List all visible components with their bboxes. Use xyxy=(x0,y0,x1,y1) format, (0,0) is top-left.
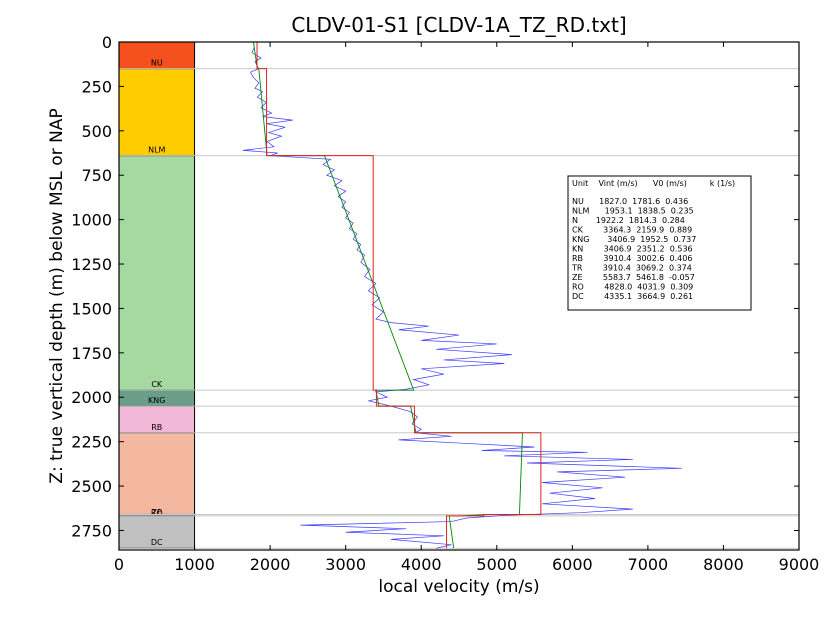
strat-unit-label: RO xyxy=(151,508,163,517)
y-tick-label: 2250 xyxy=(71,433,112,452)
table-row: TR 3910.4 3069.2 0.374 xyxy=(571,264,692,273)
x-tick-label: 4000 xyxy=(401,555,442,574)
strat-unit-label: CK xyxy=(151,380,163,389)
table-row: KN 3406.9 2351.2 0.536 xyxy=(572,245,693,254)
strat-unit xyxy=(118,432,196,515)
x-tick-label: 8000 xyxy=(703,555,744,574)
strat-unit-label: NLM xyxy=(148,146,165,155)
table-row: N 1922.2 1814.3 0.284 xyxy=(572,216,685,225)
log-velocity-line xyxy=(242,41,682,549)
table-row: NU 1827.0 1781.6 0.436 xyxy=(572,197,688,206)
x-tick-label: 9000 xyxy=(779,555,820,574)
unit-parameter-table: Unit Vint (m/s) V0 (m/s) k (1/s) NU 1827.… xyxy=(567,175,752,311)
model-velocity-series xyxy=(253,41,523,549)
model-velocity-line xyxy=(253,41,523,549)
plot-frame xyxy=(118,41,800,551)
table-header: Unit Vint (m/s) V0 (m/s) k (1/s) xyxy=(572,179,735,188)
table-row: DC 4335.1 3664.9 0.261 xyxy=(572,292,693,301)
x-tick-label: 6000 xyxy=(552,555,593,574)
table-row: KNG 3406.9 1952.5 0.737 xyxy=(572,235,696,244)
strat-unit-label: DC xyxy=(151,538,163,547)
y-axis: 0 250 500 750 1000 1250 1500 1750 2000 2250 2500 27… xyxy=(71,33,799,540)
x-axis-label: local velocity (m/s) xyxy=(378,577,539,597)
interval-velocity-line xyxy=(256,42,542,549)
table-box xyxy=(567,175,752,311)
strat-unit-label: RB xyxy=(151,423,162,432)
y-tick-label: 1500 xyxy=(71,299,112,318)
y-tick-label: 2000 xyxy=(71,388,112,407)
x-tick-label: 3000 xyxy=(325,555,366,574)
y-tick-label: 2750 xyxy=(71,521,112,540)
chart-title: CLDV-01-S1 [CLDV-1A_TZ_RD.txt] xyxy=(291,13,626,37)
y-tick-label: 1000 xyxy=(71,211,112,230)
interval-velocity-series xyxy=(256,42,542,549)
y-tick-label: 250 xyxy=(81,77,112,96)
strat-unit-label: ZE xyxy=(152,508,163,517)
x-axis: 0 1000 2000 3000 4000 5000 6000 7000 8000 9000 xyxy=(114,42,819,574)
y-tick-label: 1250 xyxy=(71,255,112,274)
table-row: NLM 1953.1 1838.5 0.235 xyxy=(572,207,694,216)
table-row: ZE 5583.7 5461.8 -0.057 xyxy=(572,273,695,282)
x-tick-label: 2000 xyxy=(250,555,291,574)
table-row: RO 4828.0 4031.9 0.309 xyxy=(572,283,693,292)
x-tick-label: 7000 xyxy=(628,555,669,574)
y-tick-label: 500 xyxy=(81,122,112,141)
y-tick-label: 2500 xyxy=(71,477,112,496)
y-tick-label: 750 xyxy=(81,166,112,185)
y-axis-label: Z: true vertical depth (m) below MSL or … xyxy=(47,108,67,483)
strat-unit xyxy=(118,68,196,157)
log-velocity-series xyxy=(242,41,682,549)
x-tick-label: 5000 xyxy=(476,555,517,574)
strat-unit xyxy=(118,155,196,391)
strat-unit-label: NU xyxy=(151,59,163,68)
y-tick-label: 1750 xyxy=(71,344,112,363)
strat-unit-label: KNG xyxy=(148,396,165,405)
table-row: RB 3910.4 3002.6 0.406 xyxy=(572,254,692,263)
table-row: CK 3364.3 2159.9 0.889 xyxy=(572,226,692,235)
y-tick-label: 0 xyxy=(102,33,112,52)
x-tick-label: 1000 xyxy=(174,555,215,574)
x-tick-label: 0 xyxy=(114,555,124,574)
